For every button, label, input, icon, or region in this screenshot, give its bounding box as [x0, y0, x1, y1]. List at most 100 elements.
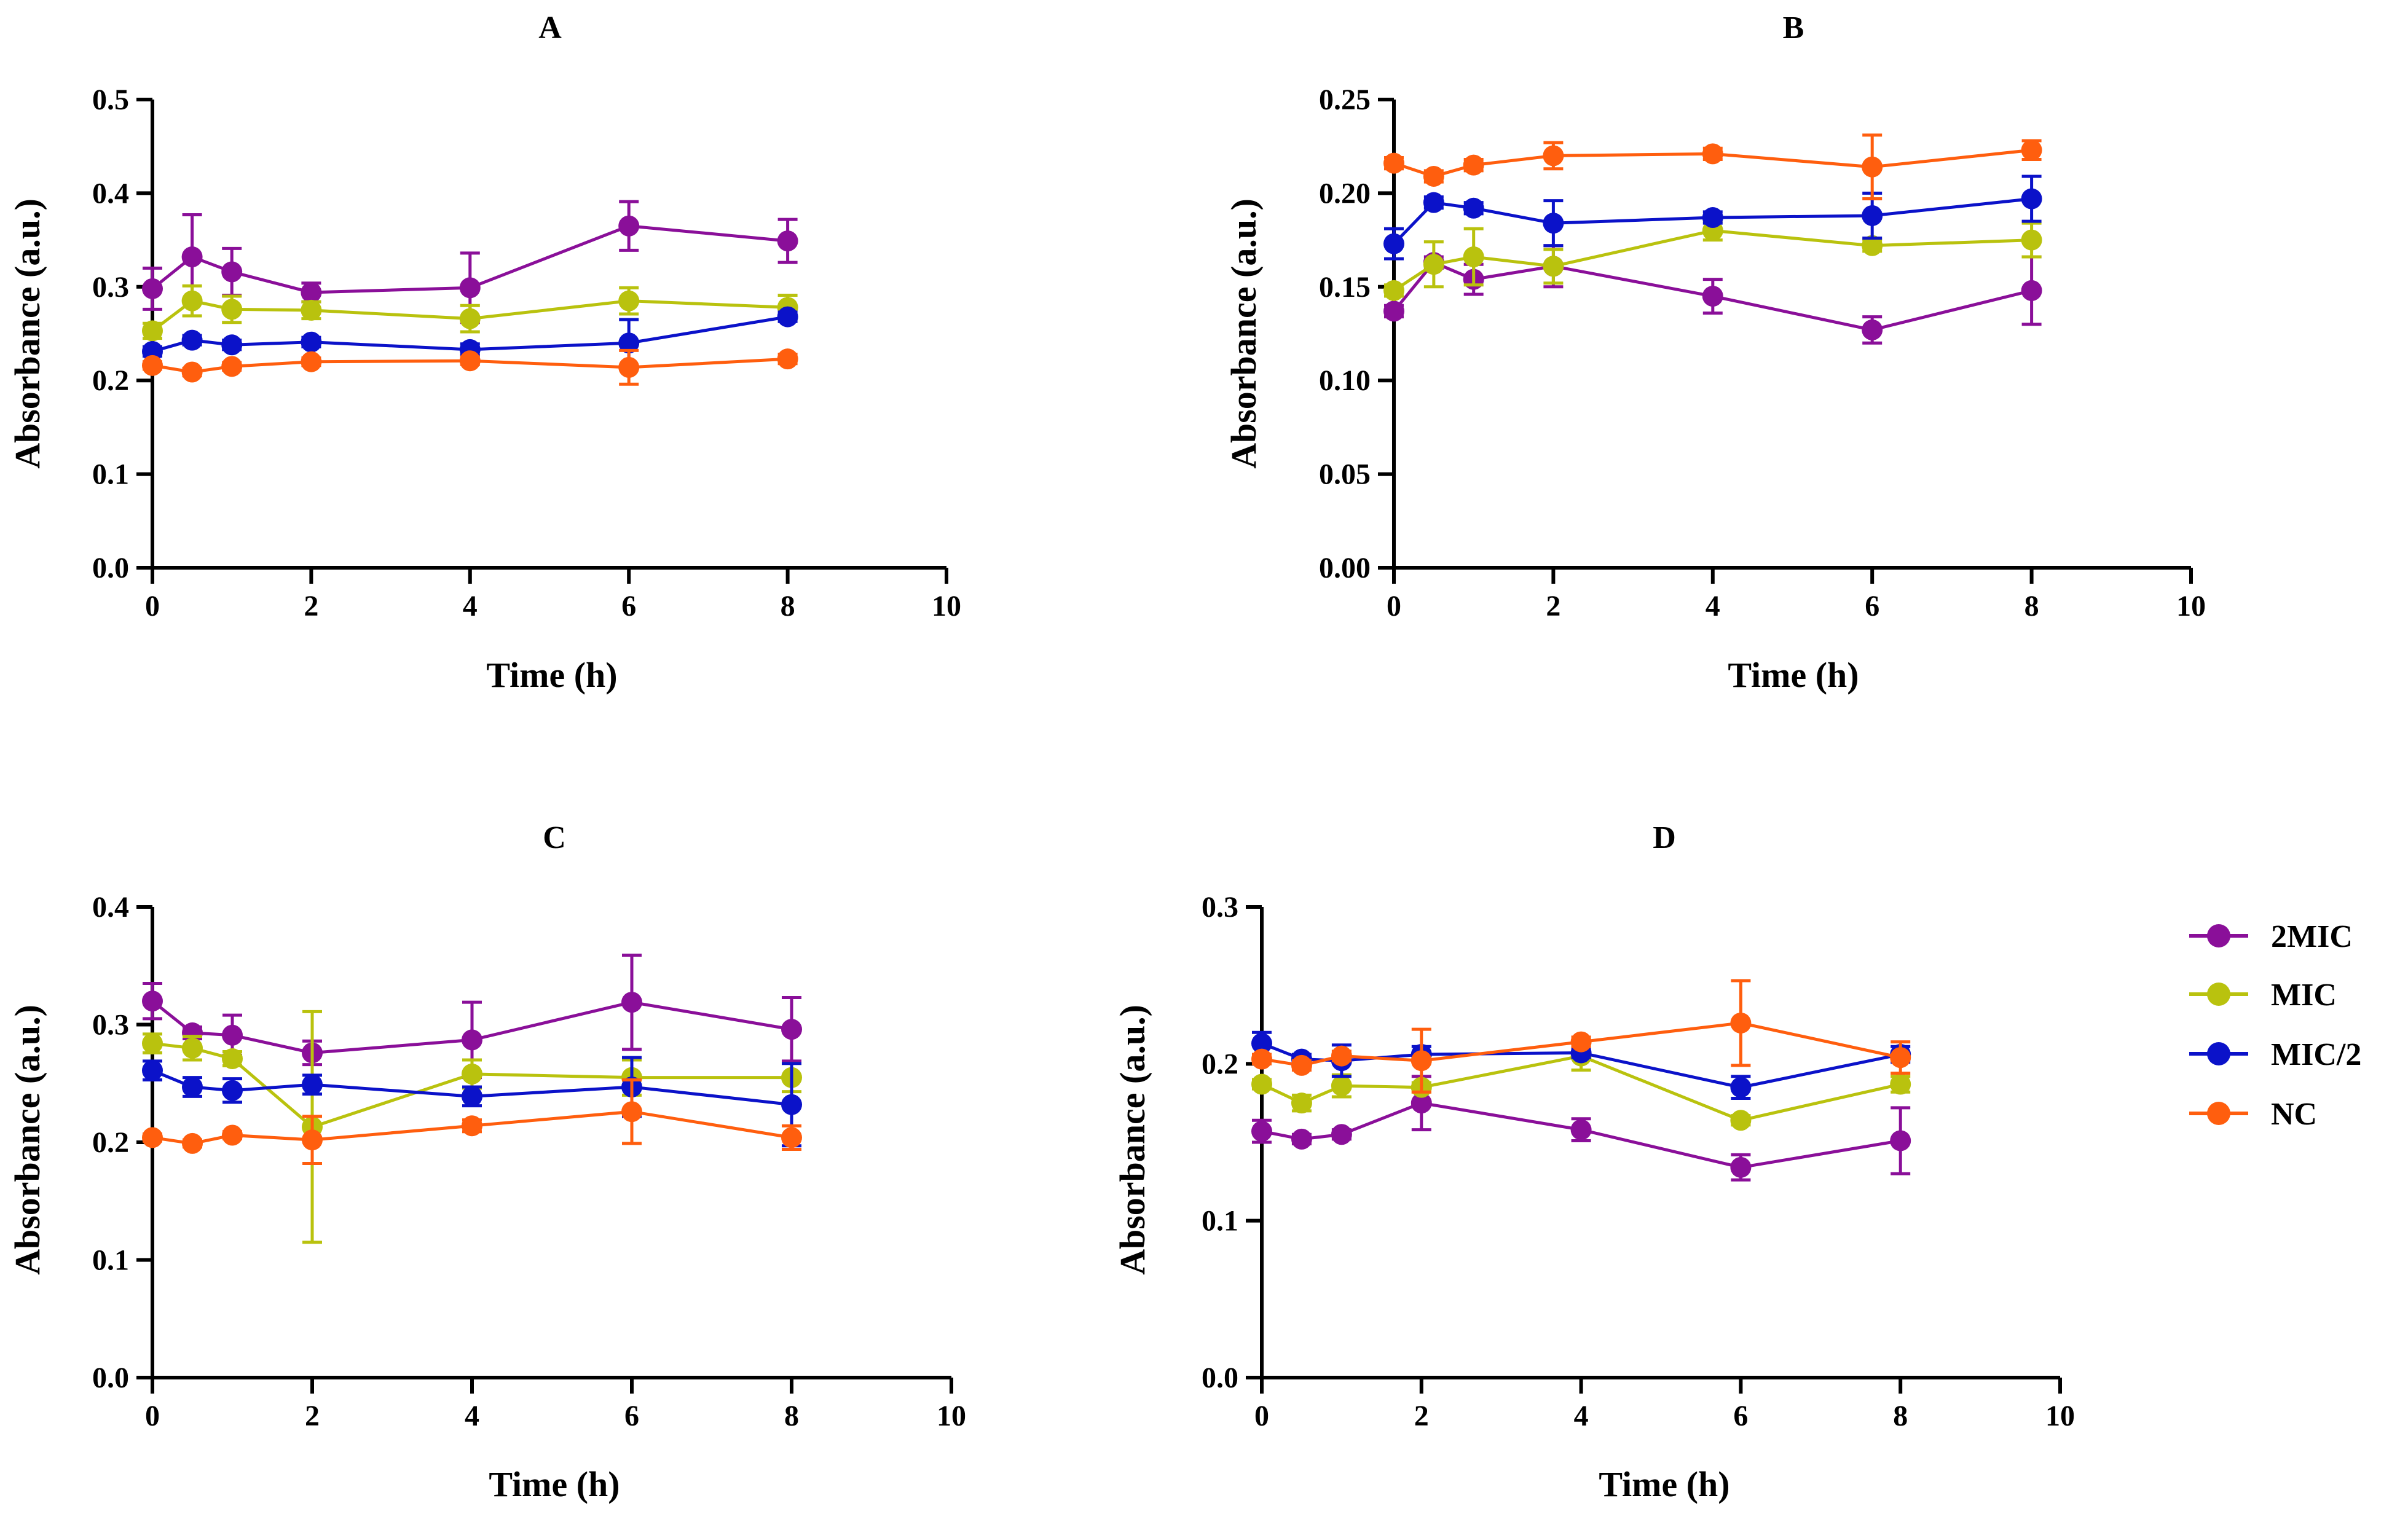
data-point — [1423, 165, 1444, 187]
data-point — [1730, 1012, 1752, 1034]
x-tick-label: 4 — [1706, 590, 1720, 622]
legend-marker — [2207, 1102, 2230, 1125]
x-tick-label: 10 — [2176, 590, 2206, 622]
x-tick-label: 10 — [932, 590, 961, 622]
data-point — [182, 1037, 203, 1059]
panel-d: D 0.0 0.1 0.2 0.3 0 2 4 6 8 10 Time (h) Absorban… — [1112, 820, 2075, 1504]
data-point — [1411, 1050, 1432, 1072]
x-tick-label: 4 — [463, 590, 478, 622]
data-point — [1383, 300, 1404, 322]
x-tick-label: 0 — [145, 1400, 160, 1432]
y-tick-label: 0.15 — [1319, 271, 1371, 304]
data-point — [222, 1080, 243, 1101]
y-tick-label: 0.2 — [1202, 1048, 1238, 1080]
y-tick-label: 0.3 — [92, 271, 129, 304]
y-tick-label: 0.3 — [1202, 891, 1238, 924]
data-point — [181, 361, 203, 383]
data-point — [459, 350, 481, 372]
data-point — [1702, 143, 1723, 165]
y-axis-title: Absorbance (a.u.) — [1112, 1005, 1152, 1275]
y-tick-label: 0.4 — [92, 891, 129, 924]
data-point — [621, 992, 642, 1013]
data-point — [777, 230, 798, 252]
panel-b: B 0.00 0.05 0.10 0.15 0.20 0.25 0 2 4 6 8 10 Time … — [1224, 10, 2206, 695]
data-point — [302, 1129, 323, 1151]
legend-item-2mic: 2MIC — [2189, 919, 2353, 954]
data-point — [462, 1029, 482, 1051]
data-point — [142, 1127, 163, 1148]
data-point — [1251, 1121, 1272, 1142]
data-point — [781, 1019, 802, 1040]
data-point — [1862, 156, 1883, 178]
series-mic-half2 — [1383, 175, 2042, 261]
data-point — [1383, 233, 1404, 254]
series-2mic — [1251, 1075, 1911, 1182]
data-point — [1702, 286, 1723, 307]
plot-area — [142, 200, 798, 386]
series-2mic — [142, 200, 798, 324]
data-point — [621, 1101, 642, 1123]
y-tick-label: 0.20 — [1319, 177, 1371, 210]
data-point — [2021, 188, 2042, 210]
y-tick-label: 0.0 — [1202, 1362, 1238, 1394]
x-tick-label: 0 — [145, 590, 160, 622]
x-tick-label: 4 — [465, 1400, 479, 1432]
y-tick-label: 0.10 — [1319, 364, 1371, 397]
data-point — [1331, 1075, 1352, 1097]
panel-a: A 0.0 0.1 0.2 0.3 0.4 0.5 0 2 4 6 8 10 Time (h) Ab… — [7, 10, 961, 695]
y-axis: 0.00 0.05 0.10 0.15 0.20 0.25 — [1319, 84, 1396, 584]
x-axis: 0 2 4 6 8 10 — [145, 1376, 966, 1432]
panel-title: D — [1653, 820, 1676, 855]
x-tick-label: 6 — [1733, 1400, 1748, 1432]
data-point — [1862, 205, 1883, 226]
data-point — [142, 355, 163, 376]
x-axis-title: Time (h) — [1599, 1464, 1729, 1504]
data-point — [1463, 246, 1484, 268]
y-axis-title: Absorbance (a.u.) — [7, 1005, 47, 1275]
y-tick-label: 0.00 — [1319, 552, 1371, 584]
data-point — [1543, 145, 1564, 167]
data-point — [301, 281, 322, 303]
x-tick-label: 6 — [1865, 590, 1879, 622]
data-point — [462, 1063, 482, 1085]
panel-title: A — [538, 10, 562, 45]
data-point — [777, 348, 798, 370]
data-point — [462, 1115, 482, 1137]
y-tick-label: 0.25 — [1319, 84, 1371, 116]
data-point — [1291, 1092, 1312, 1114]
x-tick-label: 0 — [1254, 1400, 1269, 1432]
x-axis-title: Time (h) — [486, 655, 617, 695]
data-point — [142, 1033, 163, 1054]
data-point — [182, 1132, 203, 1154]
x-axis: 0 2 4 6 8 10 — [1254, 1376, 2075, 1432]
data-point — [1251, 1048, 1272, 1070]
data-point — [221, 356, 243, 377]
data-point — [221, 334, 243, 356]
panel-title: C — [543, 820, 566, 855]
plot-area — [142, 954, 802, 1244]
data-point — [1543, 256, 1564, 277]
x-tick-label: 10 — [2045, 1400, 2075, 1432]
x-tick-label: 8 — [784, 1400, 799, 1432]
data-point — [301, 351, 322, 372]
data-point — [1463, 154, 1484, 176]
data-point — [462, 1086, 482, 1107]
data-point — [618, 356, 640, 378]
x-tick-label: 8 — [1893, 1400, 1908, 1432]
x-tick-label: 2 — [1546, 590, 1560, 622]
data-point — [618, 332, 640, 354]
data-point — [1423, 254, 1444, 275]
y-tick-label: 0.05 — [1319, 458, 1371, 491]
data-point — [301, 299, 322, 321]
data-point — [459, 277, 481, 299]
data-point — [221, 299, 243, 320]
y-tick-label: 0.3 — [92, 1009, 129, 1041]
y-tick-label: 0.1 — [1202, 1205, 1238, 1238]
data-point — [1890, 1073, 1911, 1095]
y-tick-label: 0.1 — [92, 1244, 129, 1277]
data-point — [1383, 152, 1404, 174]
data-point — [182, 1022, 203, 1043]
data-point — [1423, 192, 1444, 213]
data-point — [2021, 280, 2042, 301]
